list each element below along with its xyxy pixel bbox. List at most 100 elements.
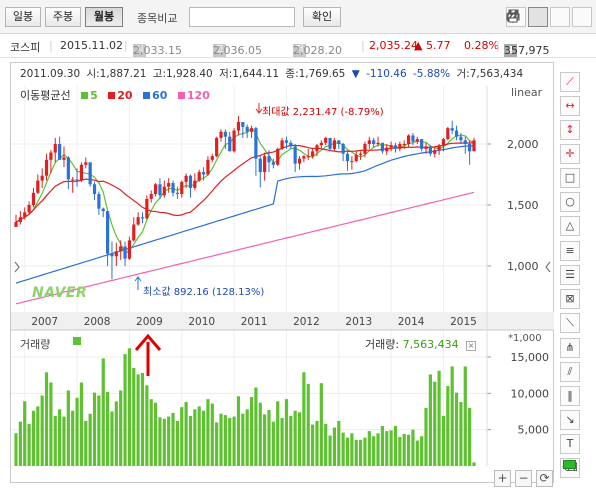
scroll-left-icon[interactable] <box>14 261 20 273</box>
candle-body <box>280 140 284 149</box>
zoom-in-button[interactable]: + <box>494 470 511 487</box>
reset-icon[interactable]: ⟳ <box>536 470 553 487</box>
volume-bar <box>472 462 476 466</box>
fib-tool-icon[interactable]: ≡ <box>560 241 580 261</box>
volume-bar <box>106 391 110 466</box>
text-tool-icon[interactable]: T <box>560 434 580 454</box>
candle-body <box>306 156 310 158</box>
candle-body <box>254 128 258 159</box>
volume-bar <box>341 432 345 466</box>
candle-body <box>376 142 380 144</box>
candle-body <box>132 224 136 241</box>
candle-body <box>92 184 97 195</box>
x-tick-label: 2015 <box>450 316 477 328</box>
volume-bar <box>428 374 432 466</box>
stock-name: 코스피 <box>10 41 41 54</box>
candle-body <box>459 136 463 141</box>
color-swatch[interactable] <box>563 460 576 469</box>
volume-bar <box>210 403 214 466</box>
divider: | <box>361 39 365 52</box>
candles <box>14 115 476 280</box>
volume-bar <box>119 390 123 466</box>
candle-body <box>267 156 271 163</box>
compare-input[interactable] <box>189 7 295 27</box>
candle-body <box>201 172 206 175</box>
candle-body <box>446 128 450 140</box>
candle-body <box>424 146 428 149</box>
volume-unit: *1,000 <box>508 333 542 344</box>
moving-average-lines <box>15 126 475 305</box>
candle-body <box>219 131 223 138</box>
volume-bar <box>136 374 140 466</box>
volume-bar <box>145 385 149 466</box>
gann-tool-icon[interactable]: ⊠ <box>560 289 580 309</box>
candle-body <box>136 217 140 225</box>
x-tick-label: 2011 <box>241 316 268 328</box>
channel-tool-icon[interactable]: ⫽ <box>560 362 580 382</box>
volume-bar <box>44 372 49 466</box>
fib-fan-icon[interactable]: ☰ <box>560 265 580 285</box>
candle-body <box>106 211 110 254</box>
speed-line-icon[interactable]: ⟍ <box>560 313 580 333</box>
min-annotation: 최소값 892.16 (128.13%) <box>143 283 264 298</box>
low-value: 2,028.20 <box>293 44 342 57</box>
volume-bar <box>215 422 219 466</box>
volume-bar <box>58 409 62 466</box>
volume-axis: 5,000 10,000 15,000 <box>487 351 549 437</box>
vline-tool-icon[interactable]: ↕ <box>560 120 580 140</box>
candle-body <box>463 140 467 144</box>
zoom-out-button[interactable]: − <box>515 470 532 487</box>
volume-bar <box>376 433 380 466</box>
info-low: 저:1,644.11 <box>219 68 280 80</box>
print-icon[interactable] <box>506 7 592 27</box>
volume-bar <box>380 426 384 466</box>
volume-bar <box>127 348 132 466</box>
volume-bar <box>88 413 92 466</box>
cross-tool-icon[interactable]: ✛ <box>560 144 580 164</box>
volume-bar <box>315 420 319 466</box>
legend-label: 60 <box>152 89 168 102</box>
scroll-right-icon[interactable] <box>545 261 551 273</box>
scale-toggle[interactable]: linear <box>511 86 543 99</box>
volume-bar <box>18 421 22 466</box>
volume-bar <box>27 423 31 466</box>
candle-body <box>197 172 201 181</box>
line-tool-icon[interactable]: ⟋ <box>560 72 580 92</box>
volume-bar <box>372 436 376 466</box>
rect-tool-icon[interactable]: □ <box>560 168 580 188</box>
candle-body <box>324 137 328 143</box>
volume-bar <box>398 436 402 466</box>
candle-info: 2011.09.30 시:1,887.21 고:1,928.40 저:1,644… <box>20 66 526 81</box>
weekly-button[interactable]: 주봉 <box>45 7 81 27</box>
copy-icon[interactable] <box>507 7 570 27</box>
candle-body <box>145 198 149 219</box>
daily-button[interactable]: 일봉 <box>5 7 41 27</box>
volume-bar <box>97 395 101 466</box>
hline-tool-icon[interactable]: ↔ <box>560 96 580 116</box>
volume-bar <box>332 427 337 466</box>
candle-body <box>241 122 245 127</box>
candle-body <box>97 194 101 209</box>
close-icon[interactable]: × <box>466 341 477 351</box>
candle-body <box>472 140 476 152</box>
volume-bar <box>175 420 179 466</box>
candle-body <box>297 158 302 164</box>
pitchfork-icon[interactable]: ⋔ <box>560 338 580 358</box>
regression-icon[interactable]: ↘ <box>560 410 580 430</box>
cycle-tool-icon[interactable]: ‖ <box>560 386 580 406</box>
change-percent: 0.28% <box>464 39 499 52</box>
candle-body <box>49 152 53 160</box>
candle-body <box>140 217 145 219</box>
confirm-button[interactable]: 확인 <box>303 7 341 27</box>
y-tick-label: 1,000 <box>507 260 539 273</box>
volume-bar <box>459 402 463 466</box>
volume-bar <box>153 402 158 466</box>
legend-swatch <box>177 92 185 99</box>
candle-body <box>149 194 153 199</box>
legend-swatch <box>81 92 89 99</box>
monthly-button[interactable]: 월봉 <box>85 7 123 27</box>
circle-tool-icon[interactable]: ○ <box>560 192 580 212</box>
volume-bar <box>306 383 310 466</box>
triangle-tool-icon[interactable]: △ <box>560 216 580 236</box>
